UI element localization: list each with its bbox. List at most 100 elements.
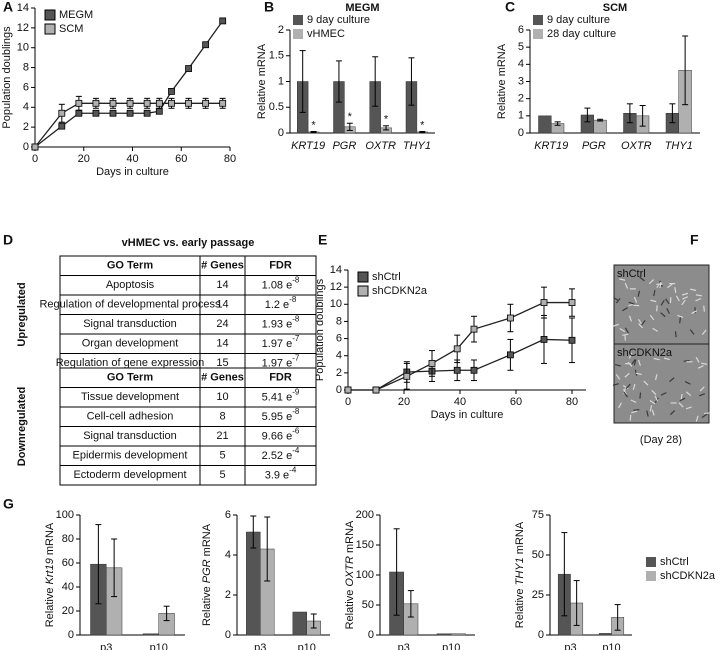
cell [638,323,644,329]
marker [568,336,576,344]
fdr-base: 1.2 e [265,299,289,311]
cell [667,283,673,289]
table-header: # Genes [201,372,244,384]
cell [654,374,658,381]
cell [612,383,619,386]
cell [653,357,660,361]
cell [623,391,628,398]
y-tick-label: 8 [23,61,29,73]
legend-swatch [44,23,56,35]
cell [695,415,699,422]
cell [628,315,633,322]
y-axis-label-part: mRNA [201,523,213,559]
cell [637,318,643,325]
fdr-base: 1.93 e [262,318,293,330]
go-term: Epidermis development [73,450,188,462]
legend-label: 28 day culture [547,28,616,40]
marker [506,351,514,359]
y-tick-label: 2 [225,589,231,601]
cell [679,317,681,324]
y-tick-label: 4 [518,58,524,70]
fdr-exp: -4 [292,446,300,455]
gene-count: 14 [216,338,228,350]
cell [701,413,708,418]
significance-star: * [420,119,425,131]
y-tick-label: 150 [356,539,374,551]
cell [680,393,683,401]
x-axis-label: Days in culture [96,166,169,178]
panel-letter: F [690,232,699,248]
x-tick-label: 0 [32,153,38,165]
cell [638,359,641,366]
y-axis-label-part: mRNA [344,520,356,556]
x-tick-label: 20 [78,153,90,165]
y-tick-label: 4 [23,101,29,113]
y-tick-label: 6 [518,24,524,36]
cell [677,314,684,318]
bar [451,633,466,636]
y-axis-label: Relative OXTR mRNA [344,520,356,629]
legend-label: shCtrl [660,556,689,568]
y-axis-label-part: Relative [44,584,56,627]
cell [625,383,631,389]
y-axis-label-part: Relative [344,587,356,630]
marker [428,360,436,367]
cell [666,307,670,314]
marker [202,41,210,49]
x-tick-label: OXTR [365,140,396,152]
marker [453,366,461,374]
x-tick-label: KRT19 [291,140,325,152]
cell [643,380,649,386]
cell [631,359,636,365]
legend-label: SCM [59,23,83,35]
y-tick-label: 5 [518,41,524,53]
cell [674,287,677,294]
y-tick-label: 0 [23,141,29,153]
y-tick-label: 100 [56,509,74,521]
y-axis-label-part: Krt19 [44,558,56,584]
fdr: 1.97 e-7 [262,334,300,350]
cell [615,374,621,380]
marker [58,109,66,117]
x-tick-label: p10 [298,642,316,650]
fdr-exp: -8 [289,295,297,304]
fdr-exp: -8 [292,407,300,416]
gene-count: 21 [216,430,228,442]
cell [694,307,697,314]
cell [681,292,689,296]
fdr: 5.41 e-9 [262,387,300,403]
table-header: GO Term [107,260,153,272]
marker [155,107,163,115]
x-tick-label: p10 [442,642,460,650]
fdr-base: 3.9 e [265,469,289,481]
y-tick-label: 60 [62,557,74,569]
y-tick-label: 6 [225,509,231,521]
cell [669,377,675,383]
y-tick-label: 12 [330,281,342,293]
chart-title: SCM [603,2,627,14]
fdr-exp: -7 [292,353,300,362]
fdr-exp: -4 [289,465,297,474]
y-tick-label: 0 [225,629,231,641]
marker [403,372,411,380]
y-tick-label: 6 [336,332,342,344]
bar [142,633,159,636]
cell [656,282,661,288]
y-axis-label: Relative PGR mRNA [201,523,213,626]
y-axis-label-part: THY1 [514,557,526,585]
y-axis-label: Population doublings [1,26,13,129]
cell [685,391,692,397]
y-tick-label: 10 [330,298,342,310]
y-tick-label: 0 [278,127,284,139]
fdr-base: 5.41 e [262,391,293,403]
marker [185,65,192,72]
cell [650,299,657,303]
cell [628,352,633,359]
fdr-exp: -6 [292,426,300,435]
cell [695,294,702,297]
cell [622,384,629,390]
cell [622,389,628,395]
cell [628,301,635,305]
marker [109,109,117,117]
